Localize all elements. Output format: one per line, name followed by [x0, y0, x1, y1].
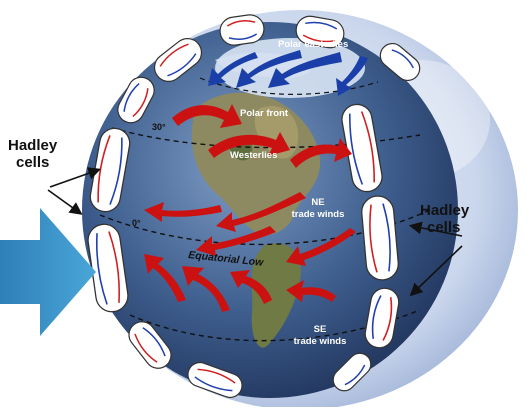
- label-lat-0: 0°: [132, 218, 141, 228]
- hadley-right-pointer-2: [409, 245, 463, 297]
- label-se-trade-2: trade winds: [294, 336, 347, 347]
- lat-60n-line: [199, 77, 379, 95]
- hadley-right-pointer-1: [408, 221, 463, 237]
- label-se-trade-1: SE: [314, 324, 327, 335]
- label-ne-trade-2: trade winds: [292, 209, 345, 220]
- large-right-arrow-icon: [0, 208, 96, 336]
- hadley-left-pointer-1: [47, 189, 83, 215]
- label-hadley-right-1: Hadley: [420, 202, 470, 219]
- hadley-cell-right-south: [364, 287, 400, 349]
- label-polar-easterlies: Polar easterlies: [278, 39, 348, 50]
- hadley-cell-right-north: [361, 195, 399, 281]
- polar-easterly-arrows: [208, 50, 368, 96]
- label-hadley-right-2: cells: [427, 219, 460, 236]
- wind-arrows: [144, 104, 356, 312]
- label-polar-front: Polar front: [240, 108, 289, 119]
- label-hadley-left-2: cells: [16, 154, 49, 171]
- label-westerlies: Westerlies: [230, 150, 277, 161]
- ferrel-cell-right: [341, 103, 383, 193]
- hadley-cell-left-north: [89, 127, 131, 213]
- label-ne-trade-1: NE: [311, 197, 324, 208]
- hadley-left-pointer-2: [49, 167, 102, 188]
- label-lat-30: 30°: [152, 122, 166, 132]
- label-hadley-left-1: Hadley: [8, 137, 58, 154]
- circulation-cells: [87, 14, 421, 399]
